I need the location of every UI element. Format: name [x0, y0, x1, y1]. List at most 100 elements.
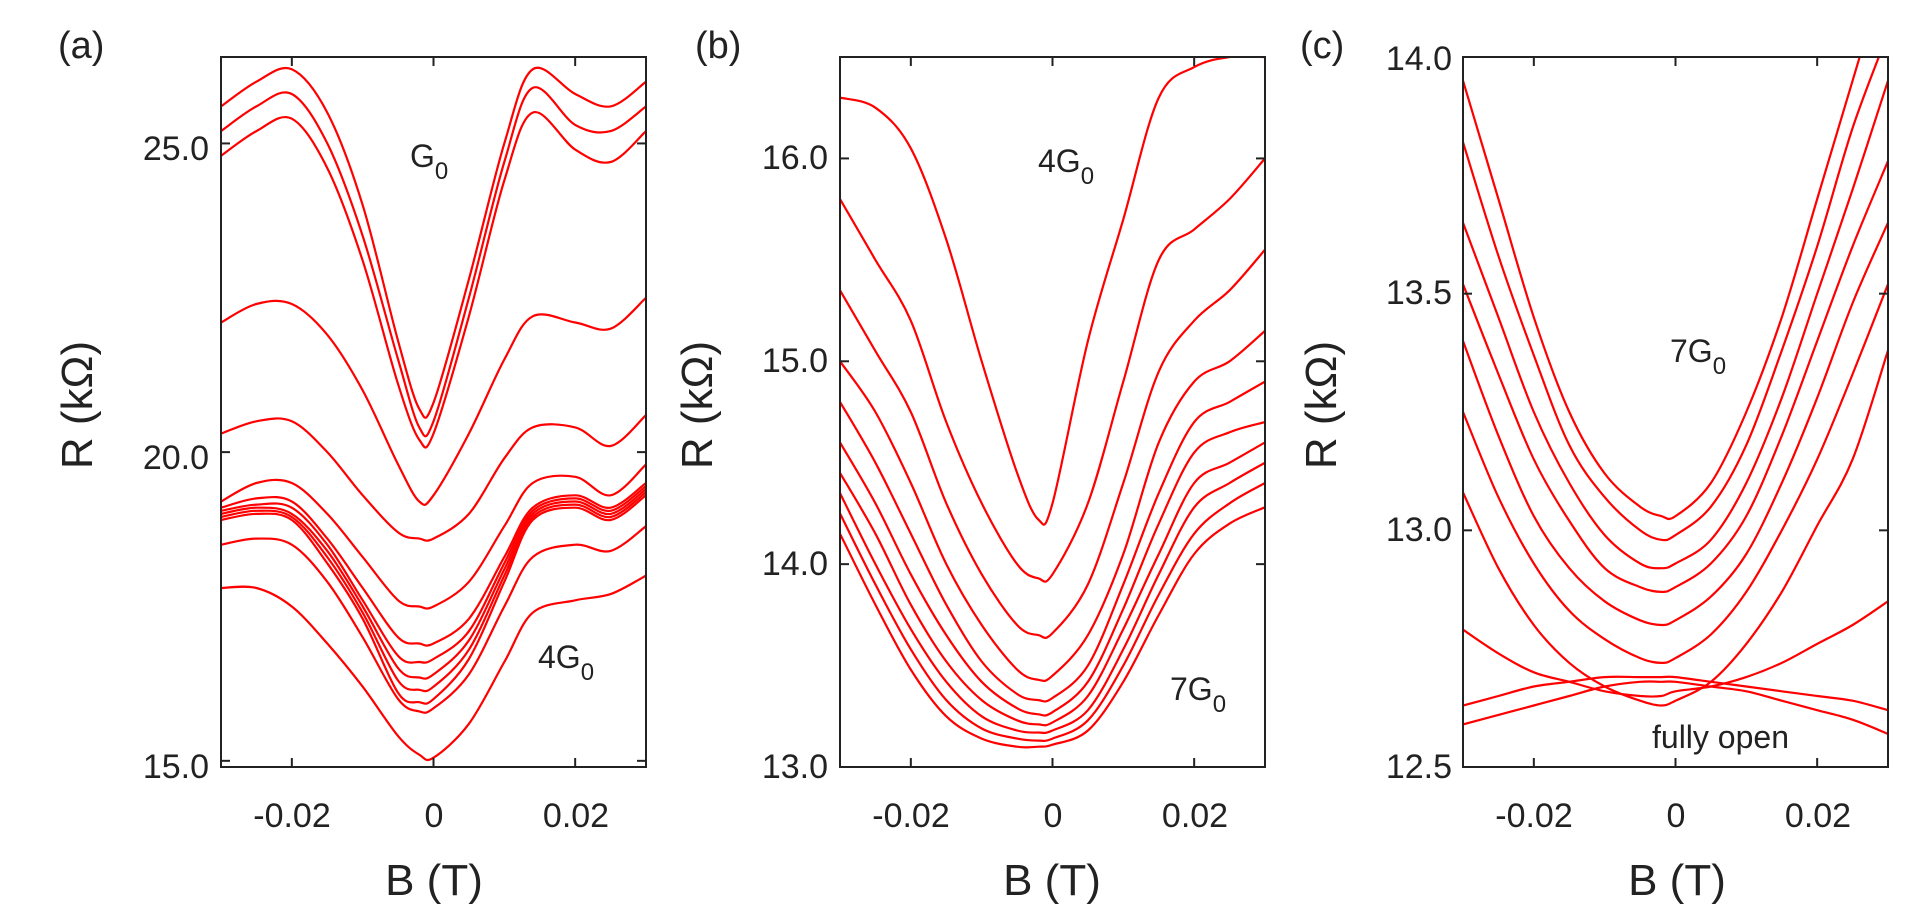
- x-tick-label-a-2: 0.02: [543, 797, 609, 835]
- x-tick-label-c-2: 0.02: [1785, 797, 1851, 835]
- x-tick-label-b-1: 0: [1044, 797, 1063, 835]
- x-tick-c-0: -0.02: [1495, 797, 1573, 835]
- x-ticks-a: -0.02 0 0.02: [253, 57, 609, 835]
- curve-a-11: [221, 494, 646, 705]
- curve-b-1: [840, 57, 1265, 526]
- y-axis-label-c: R (kΩ): [1297, 341, 1346, 469]
- annotation-a-g0: G0: [410, 138, 448, 185]
- y-tick-b-1: 14.0: [762, 545, 828, 583]
- y-tick-a-2: 25.0: [143, 130, 209, 168]
- y-axis-label-a: R (kΩ): [53, 341, 102, 469]
- x-axis-label-a: B (T): [385, 856, 483, 905]
- curve-c-8: [1463, 600, 1888, 698]
- x-tick-b-0: -0.02: [872, 797, 950, 835]
- curve-a-2: [221, 86, 646, 438]
- curves-a: [221, 66, 646, 762]
- x-tick-c-2: 0.02: [1785, 797, 1851, 835]
- y-tick-a-0: 15.0: [143, 748, 209, 786]
- curve-c-7: [1463, 350, 1888, 707]
- y-ticks-c: 12.5 13.0 13.5 14.0: [1386, 40, 1888, 786]
- y-tick-a-1: 20.0: [143, 439, 209, 477]
- y-tick-label-a-2: 25.0: [143, 130, 209, 168]
- x-tick-a-2: 0.02: [543, 797, 609, 835]
- curve-b-7: [840, 441, 1265, 727]
- curve-c-5: [1463, 222, 1888, 627]
- y-tick-label-a-0: 15.0: [143, 748, 209, 786]
- x-tick-b-2: 0.02: [1162, 797, 1228, 835]
- curve-a-10: [221, 491, 646, 693]
- panel-label-a: (a): [58, 25, 104, 67]
- x-axis-label-b: B (T): [1003, 856, 1101, 905]
- curve-c-10: [1463, 680, 1888, 735]
- panel-a: (a) R (kΩ) B (T) 15.0 20.0 25.0 -0.02 0 …: [53, 25, 647, 905]
- curve-b-9: [840, 482, 1265, 742]
- x-tick-a-0: -0.02: [253, 797, 331, 835]
- annotation-c-7g0: 7G0: [1670, 333, 1726, 380]
- curve-a-5: [221, 414, 646, 542]
- x-tick-label-a-1: 0: [425, 797, 444, 835]
- y-ticks-a: 15.0 20.0 25.0: [143, 130, 646, 786]
- x-tick-label-c-1: 0: [1667, 797, 1686, 835]
- y-tick-c-2: 13.5: [1386, 274, 1452, 312]
- x-tick-label-a-0: -0.02: [253, 797, 331, 835]
- y-tick-b-2: 15.0: [762, 342, 828, 380]
- curve-b-8: [840, 461, 1265, 734]
- panel-label-c: (c): [1300, 25, 1344, 67]
- curve-a-6: [221, 463, 646, 610]
- x-axis-label-c: B (T): [1628, 856, 1726, 905]
- curve-c-3: [1463, 80, 1888, 570]
- curve-a-12: [221, 525, 646, 714]
- curve-b-6: [840, 421, 1265, 717]
- panel-label-b: (b): [695, 25, 741, 67]
- y-ticks-b: 13.0 14.0 15.0 16.0: [762, 139, 1265, 786]
- x-ticks-b: -0.02 0 0.02: [872, 57, 1228, 835]
- y-tick-label-b-1: 14.0: [762, 545, 828, 583]
- x-tick-b-1: 0: [1044, 797, 1063, 835]
- y-tick-b-0: 13.0: [762, 748, 828, 786]
- y-tick-b-3: 16.0: [762, 139, 828, 177]
- x-tick-label-b-2: 0.02: [1162, 797, 1228, 835]
- curve-a-7: [221, 482, 646, 647]
- x-tick-label-c-0: -0.02: [1495, 797, 1573, 835]
- curve-b-4: [840, 330, 1265, 683]
- y-tick-label-b-0: 13.0: [762, 748, 828, 786]
- y-tick-label-c-2: 13.5: [1386, 274, 1452, 312]
- annotation-b-4g0: 4G0: [1038, 143, 1094, 190]
- panel-b: (b) R (kΩ) B (T) 13.0 14.0 15.0 16.0 -0.…: [673, 25, 1266, 905]
- y-tick-label-b-3: 16.0: [762, 139, 828, 177]
- curves-b: [840, 57, 1265, 749]
- x-ticks-c: -0.02 0 0.02: [1495, 57, 1851, 835]
- annotation-c-fully-open: fully open: [1652, 719, 1789, 755]
- annotation-b-7g0: 7G0: [1170, 671, 1226, 718]
- panel-c: (c) R (kΩ) B (T) 12.5 13.0 13.5 14.0 -0.…: [1297, 25, 1889, 905]
- curve-a-9: [221, 488, 646, 680]
- curve-c-2: [1463, 57, 1880, 542]
- curves-c: [1463, 57, 1888, 735]
- x-tick-label-b-0: -0.02: [872, 797, 950, 835]
- curve-a-3: [221, 111, 646, 449]
- curve-a-1: [221, 66, 646, 419]
- y-tick-c-0: 12.5: [1386, 748, 1452, 786]
- y-tick-label-c-1: 13.0: [1386, 511, 1452, 549]
- plot-frame-c: [1462, 56, 1889, 768]
- y-axis-label-b: R (kΩ): [673, 341, 722, 469]
- y-tick-label-c-0: 12.5: [1386, 748, 1452, 786]
- y-tick-label-a-1: 20.0: [143, 439, 209, 477]
- curve-a-8: [221, 485, 646, 664]
- curve-a-4: [221, 296, 646, 506]
- curve-b-5: [840, 380, 1265, 703]
- y-tick-c-1: 13.0: [1386, 511, 1452, 549]
- x-tick-c-1: 0: [1667, 797, 1686, 835]
- y-tick-c-3: 14.0: [1386, 40, 1452, 78]
- y-tick-label-c-3: 14.0: [1386, 40, 1452, 78]
- curve-c-4: [1463, 160, 1888, 594]
- curve-c-9: [1463, 675, 1888, 712]
- x-tick-a-1: 0: [425, 797, 444, 835]
- curve-b-10: [840, 506, 1265, 749]
- curve-c-1: [1463, 57, 1861, 521]
- annotation-a-4g0: 4G0: [538, 639, 594, 686]
- curve-a-13: [221, 574, 646, 762]
- curve-b-2: [840, 157, 1265, 583]
- curve-b-3: [840, 248, 1265, 639]
- y-tick-label-b-2: 15.0: [762, 342, 828, 380]
